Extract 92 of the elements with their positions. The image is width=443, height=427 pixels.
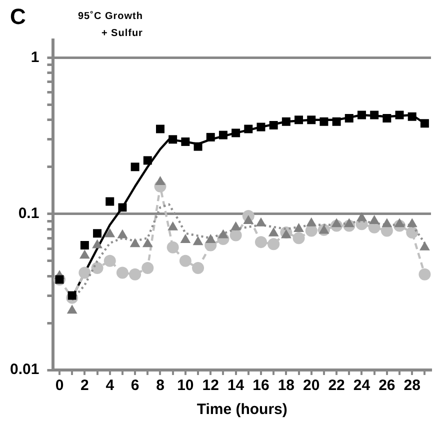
- point: [155, 176, 166, 186]
- point: [269, 120, 278, 130]
- point: [166, 241, 179, 254]
- point: [92, 239, 102, 248]
- y-tick-label: 0.01: [10, 361, 40, 378]
- point: [268, 227, 279, 236]
- point: [292, 232, 305, 244]
- chart-title: 95˚C Growth + Sulfur: [78, 10, 143, 41]
- point: [395, 110, 404, 120]
- point: [168, 221, 178, 230]
- point: [106, 197, 114, 206]
- point: [117, 229, 128, 238]
- x-tick-label: 10: [177, 377, 194, 394]
- point: [256, 217, 266, 226]
- x-tick-label: 20: [303, 377, 320, 394]
- point: [192, 236, 204, 246]
- point: [243, 215, 254, 224]
- point: [230, 229, 242, 242]
- point: [268, 238, 280, 250]
- point: [244, 124, 253, 134]
- point: [320, 117, 328, 126]
- point: [357, 110, 366, 120]
- point: [280, 229, 292, 238]
- y-tick-label: 1: [30, 48, 40, 66]
- point: [282, 117, 290, 126]
- text: C: [10, 4, 26, 30]
- point: [79, 250, 90, 259]
- point: [356, 212, 367, 222]
- x-tick-label: 24: [353, 377, 371, 394]
- x-tick-label: 18: [278, 377, 295, 394]
- point: [382, 114, 392, 122]
- point: [294, 223, 304, 232]
- point: [206, 132, 215, 142]
- point: [181, 137, 190, 146]
- point: [156, 124, 164, 134]
- point: [370, 110, 379, 120]
- point: [254, 236, 267, 248]
- point: [130, 162, 140, 172]
- point: [130, 238, 140, 248]
- point: [369, 215, 380, 224]
- point: [382, 218, 392, 228]
- point: [205, 234, 216, 244]
- y-tick-label: 0.1: [18, 205, 40, 222]
- point: [192, 262, 204, 274]
- point: [218, 229, 228, 238]
- x-tick-label: 16: [252, 377, 270, 394]
- point: [116, 266, 128, 279]
- point: [218, 130, 228, 140]
- point: [332, 117, 341, 126]
- point: [344, 114, 354, 122]
- x-tick-label: 8: [156, 377, 164, 394]
- point: [142, 238, 153, 248]
- x-tick-label: 14: [227, 377, 245, 394]
- point: [78, 266, 91, 279]
- point: [420, 241, 430, 250]
- x-axis-title: Time (hours): [196, 401, 288, 418]
- point: [406, 218, 418, 228]
- point: [306, 217, 317, 226]
- x-tick-label: 28: [404, 377, 420, 394]
- point: [104, 254, 116, 267]
- point: [307, 116, 316, 124]
- point: [344, 218, 354, 228]
- point: [418, 268, 431, 280]
- point: [91, 262, 104, 274]
- point: [294, 116, 304, 124]
- x-tick-label: 2: [80, 377, 89, 394]
- point: [168, 135, 178, 144]
- x-tick-label: 0: [55, 377, 64, 394]
- x-tick-label: 12: [202, 377, 219, 394]
- point: [93, 229, 102, 238]
- point: [142, 262, 154, 274]
- point: [80, 240, 89, 250]
- point: [104, 228, 116, 238]
- point: [66, 304, 78, 314]
- point: [179, 254, 192, 267]
- x-tick-label: 26: [378, 377, 396, 394]
- x-tick-label: 4: [106, 377, 115, 394]
- point: [194, 142, 202, 151]
- point: [118, 203, 127, 212]
- point: [129, 268, 142, 280]
- point: [331, 218, 342, 228]
- x-tick-label: 6: [130, 377, 140, 394]
- point: [420, 119, 429, 128]
- x-tick-label: 22: [328, 377, 345, 394]
- point: [230, 221, 241, 230]
- point: [143, 156, 152, 165]
- point: [180, 234, 191, 244]
- point: [232, 128, 240, 138]
- point: [408, 112, 416, 121]
- point: [394, 218, 405, 228]
- point: [406, 226, 418, 238]
- point: [256, 122, 266, 132]
